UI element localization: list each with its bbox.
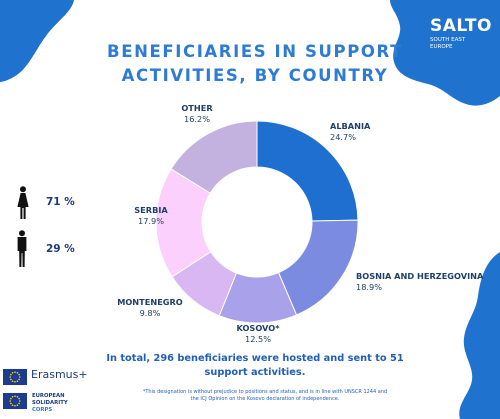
top-right-blob — [390, 0, 500, 106]
slice-value-3: 9.8% — [140, 308, 161, 318]
salto-logo-name: SALTO — [430, 16, 492, 36]
title-line-2: ACTIVITIES, BY COUNTRY — [121, 66, 389, 85]
summary-line-2: support activities. — [204, 366, 306, 378]
title-line-1: BENEFICIARIES IN SUPPORT — [107, 42, 403, 61]
male-percentage: 29 % — [46, 243, 75, 255]
female-percentage: 71 % — [46, 196, 75, 208]
eu-flag-icon — [3, 369, 27, 385]
eu-flag-icon-2 — [3, 393, 27, 409]
slice-label-5: OTHER — [181, 103, 213, 113]
european-solidarity-corps-logo: EUROPEAN SOLIDARITY CORPS — [3, 393, 68, 413]
summary-line-1: In total, 296 beneficiaries were hosted … — [106, 353, 404, 364]
page-title: BENEFICIARIES IN SUPPORT ACTIVITIES, BY … — [90, 40, 420, 88]
esc-label: EUROPEAN SOLIDARITY CORPS — [32, 393, 68, 413]
salto-logo: SALTO SOUTH EAST EUROPE — [430, 17, 492, 50]
slice-value-2: 12.5% — [245, 334, 271, 344]
footnote: *This designation is without prejudice t… — [120, 389, 410, 403]
donut-slice-albania — [256, 120, 359, 222]
top-left-blob — [0, 0, 74, 82]
footnote-line-2: the ICJ Opinion on the Kosovo declaratio… — [190, 396, 340, 402]
bottom-right-blob — [459, 252, 500, 419]
slice-value-1: 18.9% — [356, 282, 382, 292]
footnote-line-1: *This designation is without prejudice t… — [142, 389, 388, 395]
male-figure-icon — [17, 230, 27, 267]
esc-line-1: EUROPEAN — [32, 393, 65, 399]
slice-label-2: KOSOVO* — [236, 323, 280, 333]
slice-label-3: MONTENEGRO — [117, 297, 183, 307]
slice-value-5: 16.2% — [184, 114, 210, 124]
slice-value-0: 24.7% — [330, 132, 356, 142]
donut-slice-other — [170, 120, 258, 194]
esc-line-3: CORPS — [32, 406, 53, 413]
salto-logo-sub-line2: EUROPE — [430, 43, 453, 50]
erasmus-plus-logo: Erasmus+ — [3, 368, 88, 389]
salto-logo-sub-line1: SOUTH EAST — [430, 37, 466, 43]
slice-label-1: BOSNIA AND HERZEGOVINA — [356, 271, 484, 281]
esc-line-2: SOLIDARITY — [32, 399, 68, 406]
slice-label-4: SERBIA — [134, 205, 168, 215]
erasmus-plus-label: Erasmus+ — [31, 368, 88, 381]
summary-text: In total, 296 beneficiaries were hosted … — [100, 352, 410, 379]
slice-label-0: ALBANIA — [330, 121, 371, 131]
female-figure-icon — [17, 186, 29, 219]
slice-value-4: 17.9% — [138, 216, 164, 226]
